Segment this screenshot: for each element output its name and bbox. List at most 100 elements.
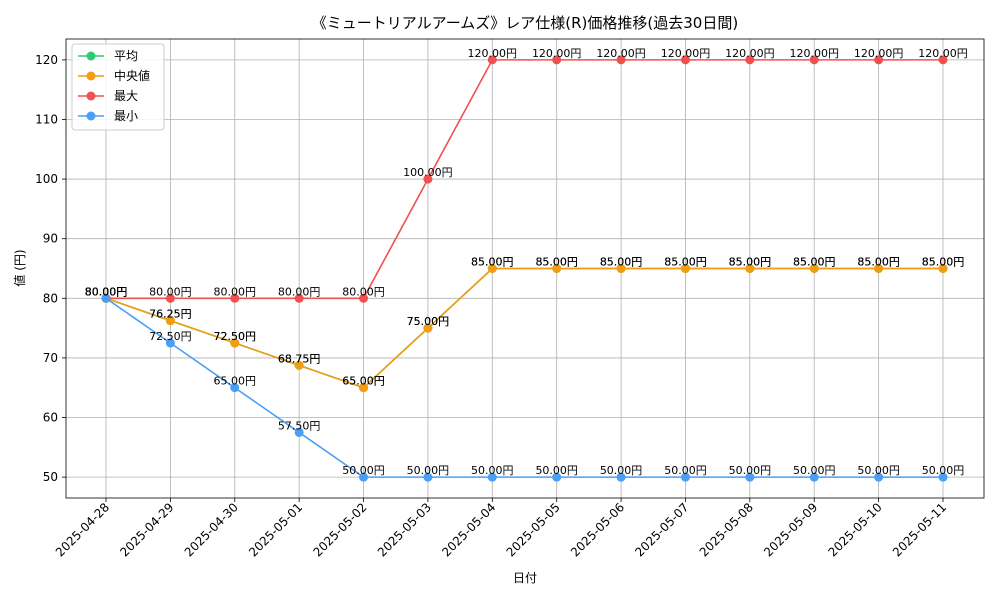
data-label: 85.00円 — [535, 256, 578, 269]
data-point — [230, 338, 240, 348]
data-label: 80.00円 — [85, 285, 128, 298]
data-point — [294, 293, 304, 303]
data-point — [294, 427, 304, 437]
data-label: 85.00円 — [664, 256, 707, 269]
data-label: 120.00円 — [789, 47, 839, 60]
data-label: 85.00円 — [729, 256, 772, 269]
data-label: 85.00円 — [793, 256, 836, 269]
y-tick-label: 90 — [43, 232, 58, 246]
data-point — [552, 55, 562, 65]
series-line — [105, 267, 943, 389]
data-point — [809, 472, 819, 482]
y-tick-label: 110 — [35, 112, 58, 126]
series-layer — [101, 55, 948, 482]
series-line — [106, 59, 943, 300]
data-point — [809, 264, 819, 273]
data-label: 57.50円 — [278, 419, 321, 432]
data-point — [938, 55, 948, 65]
data-point — [616, 472, 626, 482]
x-tick-label: 2025-04-28 — [53, 500, 112, 559]
data-label: 50.00円 — [600, 464, 643, 477]
data-label: 75.00円 — [407, 315, 450, 328]
y-tick-label: 80 — [43, 291, 58, 305]
data-point — [165, 293, 175, 303]
x-tick-label: 2025-05-09 — [761, 500, 820, 559]
data-label: 72.50円 — [214, 330, 257, 343]
data-label: 85.00円 — [857, 256, 900, 269]
data-label: 75.00円 — [407, 315, 450, 328]
data-label: 85.00円 — [922, 256, 965, 269]
data-label: 50.00円 — [793, 464, 836, 477]
data-point — [423, 472, 433, 482]
data-label: 72.50円 — [149, 330, 192, 343]
x-tick-label: 2025-05-07 — [632, 500, 691, 559]
legend-box — [71, 43, 165, 131]
data-point — [230, 293, 240, 303]
data-label: 85.00円 — [471, 256, 514, 269]
legend-label: 中央値 — [114, 68, 150, 83]
data-point — [680, 472, 690, 482]
legend-swatch-marker — [86, 111, 96, 121]
data-point — [745, 55, 755, 65]
x-axis-label: 日付 — [513, 571, 537, 585]
data-point — [680, 264, 690, 273]
data-point — [423, 323, 433, 333]
data-label: 85.00円 — [664, 256, 707, 269]
data-label: 50.00円 — [664, 464, 707, 477]
data-label: 76.25円 — [149, 308, 192, 321]
data-label: 85.00円 — [600, 256, 643, 269]
data-label: 68.75円 — [278, 352, 321, 365]
data-point — [874, 472, 884, 482]
data-label: 100.00円 — [403, 166, 453, 179]
data-label: 85.00円 — [471, 256, 514, 269]
data-label: 80.00円 — [342, 285, 385, 298]
legend-swatch-marker — [86, 91, 96, 101]
data-point — [874, 55, 884, 65]
x-tick-label: 2025-04-30 — [182, 500, 241, 559]
data-point — [101, 293, 111, 303]
legend-label: 最大 — [114, 89, 138, 103]
data-label: 120.00円 — [854, 47, 904, 60]
y-tick-label: 50 — [43, 470, 58, 484]
legend-label: 最小 — [114, 109, 138, 123]
data-label: 50.00円 — [857, 464, 900, 477]
series-line — [105, 297, 943, 478]
data-label: 68.75円 — [278, 352, 321, 365]
y-tick-label: 70 — [43, 351, 58, 365]
x-tick-label: 2025-05-05 — [504, 500, 563, 559]
data-label: 85.00円 — [857, 256, 900, 269]
data-point — [938, 472, 948, 482]
data-label: 50.00円 — [342, 464, 385, 477]
legend-swatch-marker — [86, 51, 96, 61]
y-tick-label: 120 — [35, 53, 58, 67]
x-tick-label: 2025-04-29 — [117, 500, 176, 559]
data-label: 65.00円 — [342, 375, 385, 388]
data-point — [745, 472, 755, 482]
x-tick-label: 2025-05-11 — [890, 500, 949, 559]
data-label: 80.00円 — [85, 285, 128, 298]
data-label: 80.00円 — [85, 285, 128, 298]
data-point — [487, 55, 497, 65]
data-label: 50.00円 — [535, 464, 578, 477]
data-label: 50.00円 — [729, 464, 772, 477]
data-label: 85.00円 — [600, 256, 643, 269]
y-axis-label: 値 (円) — [12, 249, 27, 286]
data-label: 85.00円 — [535, 256, 578, 269]
data-label: 120.00円 — [468, 47, 518, 60]
y-tick-label: 100 — [35, 172, 58, 186]
data-label: 85.00円 — [793, 256, 836, 269]
data-point — [359, 383, 369, 393]
data-label: 120.00円 — [725, 47, 775, 60]
data-point — [487, 264, 497, 273]
x-tick-label: 2025-05-06 — [568, 500, 627, 559]
data-label: 80.00円 — [278, 285, 321, 298]
data-point — [680, 55, 690, 65]
x-tick-label: 2025-05-01 — [246, 500, 305, 559]
x-tick-label: 2025-05-02 — [310, 500, 369, 559]
data-point — [745, 264, 755, 273]
x-tick-label: 2025-05-10 — [826, 500, 885, 559]
y-tick-label: 60 — [43, 411, 58, 425]
data-label: 76.25円 — [149, 308, 192, 321]
